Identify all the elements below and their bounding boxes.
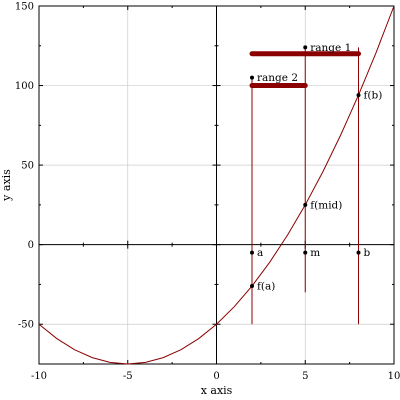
point-marker	[303, 250, 308, 255]
function-curve	[38, 5, 395, 365]
point-label: a	[257, 247, 263, 259]
y-tick-label: 150	[15, 2, 34, 13]
point-marker	[250, 250, 254, 255]
point-label: m	[310, 247, 320, 259]
point-markers: range 1 range 2 a m b f(a) f(mid) f(b)	[250, 42, 382, 293]
range-label: range 1	[310, 42, 351, 54]
range-bars	[249, 51, 361, 89]
x-tick-label: -5	[123, 371, 133, 382]
x-axis-title: x axis	[201, 384, 233, 397]
point-marker	[356, 250, 361, 255]
curve-layer	[38, 5, 395, 365]
point-label: f(a)	[257, 281, 275, 293]
point-marker	[250, 284, 254, 289]
point-marker	[303, 202, 308, 207]
range-label-marker	[303, 45, 308, 50]
axes	[39, 6, 394, 364]
point-marker	[356, 93, 361, 98]
x-tick-label: 5	[302, 371, 308, 382]
x-tick-label: 10	[388, 371, 400, 382]
range-label: range 2	[257, 72, 298, 84]
y-tick-label: 0	[28, 240, 34, 251]
point-label: f(b)	[364, 90, 383, 102]
point-label: f(mid)	[310, 199, 342, 211]
y-tick-label: 50	[21, 161, 34, 172]
y-axis-title: y axis	[0, 169, 13, 202]
x-tick-label: -10	[31, 371, 47, 382]
y-tick-label: 100	[15, 81, 34, 92]
point-label: b	[364, 247, 371, 259]
range-label-marker	[250, 75, 254, 80]
y-tick-label: -50	[18, 320, 34, 331]
x-tick-label: 0	[213, 371, 219, 382]
ticks	[38, 5, 395, 365]
